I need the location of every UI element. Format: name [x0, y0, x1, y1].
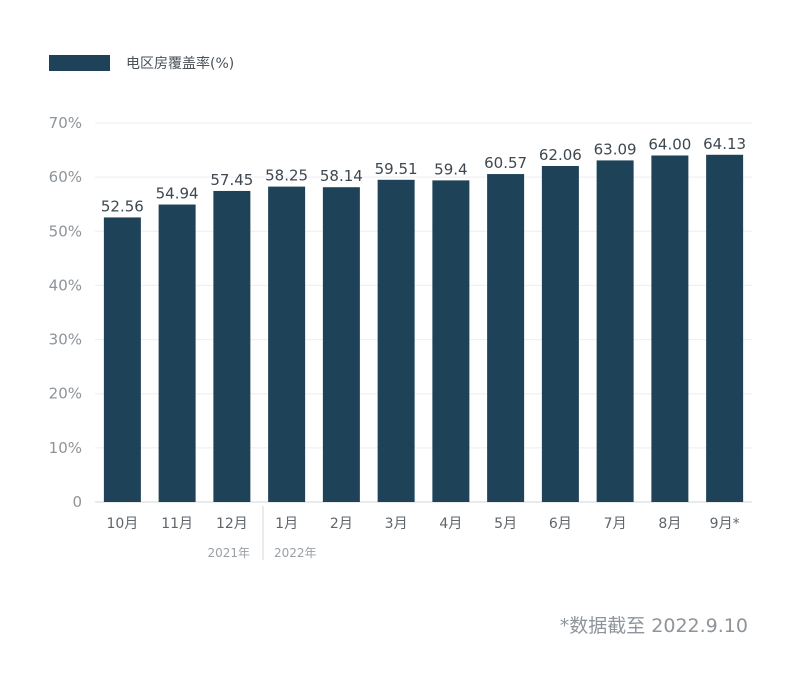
bar: [706, 154, 744, 502]
x-tick-label: 4月: [439, 516, 462, 532]
bar-value-label: 63.09: [594, 140, 637, 158]
bar: [541, 165, 579, 502]
legend-swatch: [49, 55, 110, 71]
x-tick-label: 1月: [275, 516, 298, 532]
x-tick-label: 3月: [385, 516, 408, 532]
bar-value-label: 58.25: [265, 167, 308, 185]
bar-value-label: 59.51: [375, 160, 418, 178]
bar: [268, 186, 306, 502]
y-tick-label: 50%: [49, 222, 82, 240]
bar: [322, 187, 360, 502]
x-tick-label: 2月: [330, 516, 353, 532]
value-labels: 52.56 54.94 57.45 58.25 58.14 59.51 59.4 60.57 6…: [101, 135, 746, 216]
x-tick-label: 7月: [604, 516, 627, 532]
x-tick-label: 10月: [106, 516, 138, 532]
bar: [651, 155, 689, 502]
year-label-2022: 2022年: [274, 546, 317, 560]
x-tick-label: 6月: [549, 516, 572, 532]
x-tick-label: 5月: [494, 516, 517, 532]
bar-value-label: 64.13: [703, 135, 746, 153]
year-label-2021: 2021年: [207, 546, 250, 560]
y-tick-label: 40%: [49, 276, 82, 294]
bar: [377, 179, 415, 503]
x-tick-label: 12月: [216, 516, 248, 532]
footnote: *数据截至 2022.9.10: [560, 615, 748, 637]
y-axis: 0 10% 20% 30% 40% 50% 60% 70%: [49, 114, 82, 511]
bar-value-label: 60.57: [484, 154, 527, 172]
bar: [158, 204, 196, 503]
bar-value-label: 64.00: [648, 135, 691, 153]
bar-value-label: 54.94: [156, 185, 199, 203]
gridlines: [95, 122, 752, 503]
x-tick-label: 11月: [161, 516, 193, 532]
bar: [596, 160, 634, 502]
bar-value-label: 57.45: [210, 171, 253, 189]
y-tick-label: 60%: [49, 168, 82, 186]
y-tick-label: 30%: [49, 331, 82, 349]
y-tick-label: 10%: [49, 439, 82, 457]
y-tick-label: 70%: [49, 114, 82, 132]
bar: [213, 190, 251, 502]
bars: [103, 154, 744, 503]
x-axis: 10月 11月 12月 1月 2月 3月 4月 5月 6月 7月 8月 9月*: [106, 516, 739, 532]
x-tick-label: 9月*: [710, 516, 740, 532]
bar: [103, 217, 141, 502]
bar: [487, 174, 525, 503]
bar-value-label: 58.14: [320, 167, 363, 185]
y-tick-label: 0: [72, 493, 82, 511]
bar: [432, 180, 470, 503]
bar-value-label: 62.06: [539, 146, 582, 164]
y-tick-label: 20%: [49, 385, 82, 403]
bar-value-label: 59.4: [434, 160, 467, 178]
x-tick-label: 8月: [658, 516, 681, 532]
bar-value-label: 52.56: [101, 197, 144, 215]
legend-label: 电区房覆盖率(%): [126, 55, 234, 72]
